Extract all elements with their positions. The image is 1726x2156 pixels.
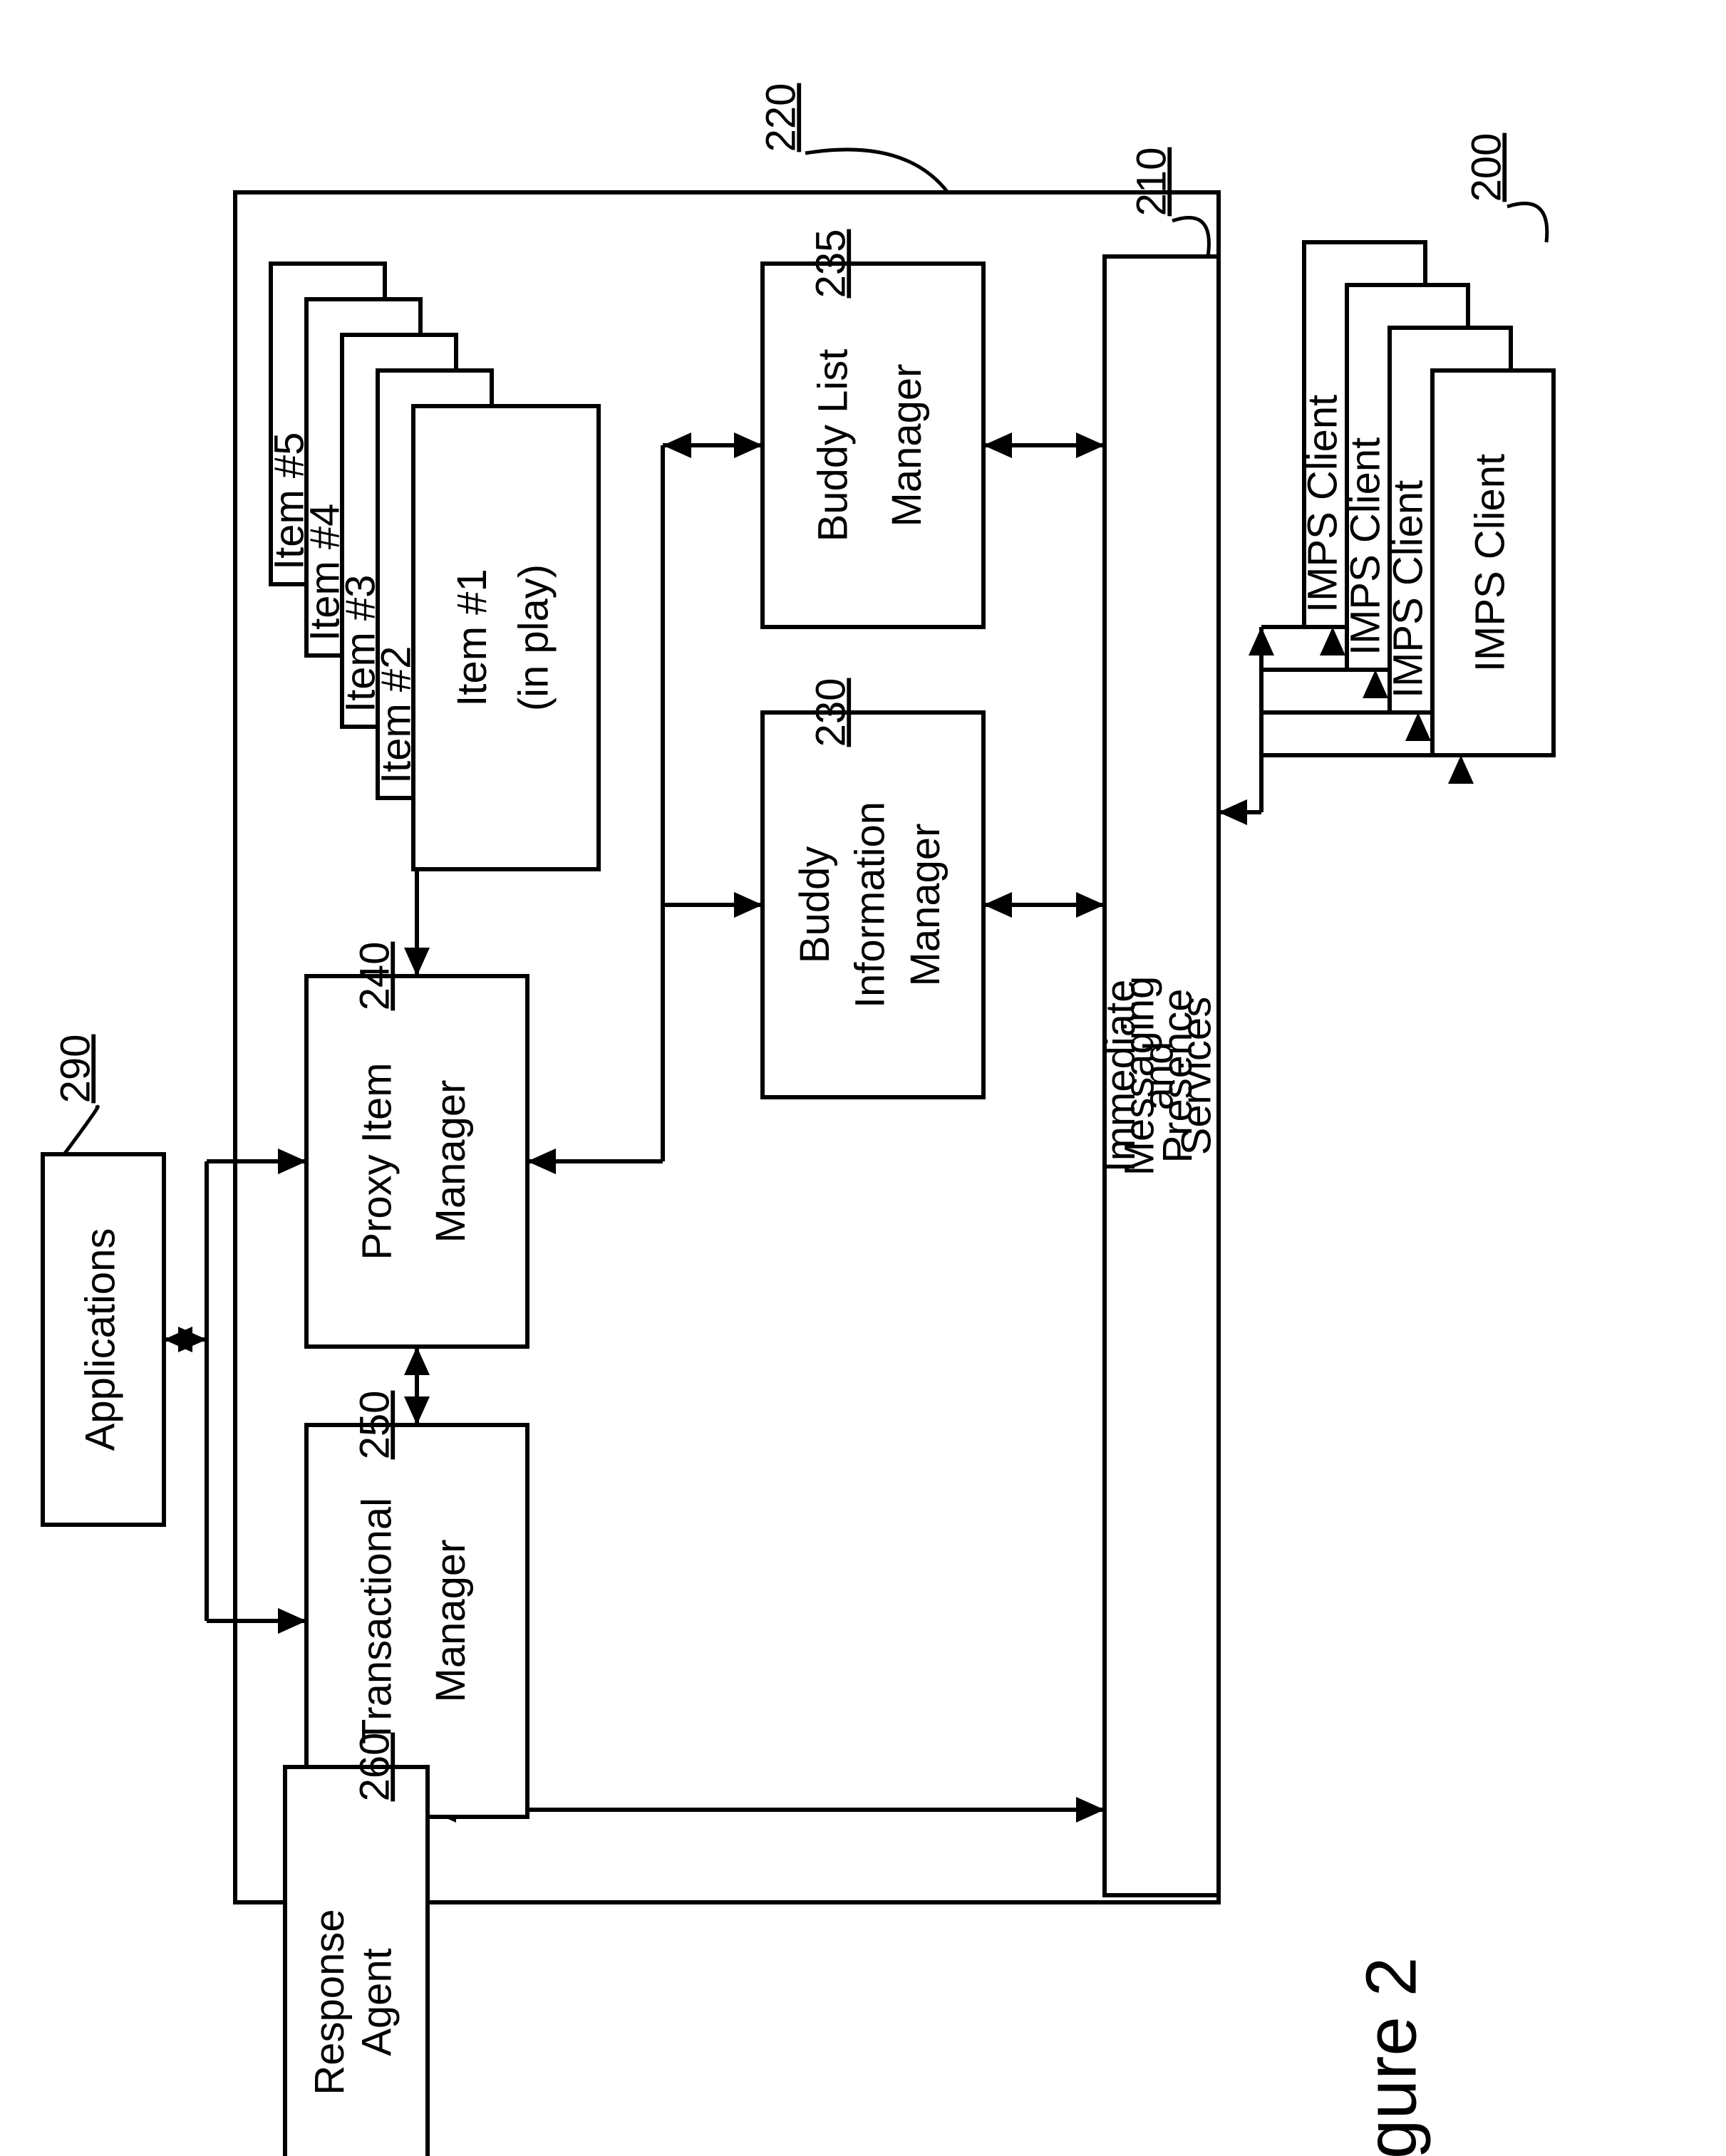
client3-label: IMPS Client: [1385, 480, 1431, 698]
buddyinfo-label: Manager: [902, 824, 949, 987]
trans-label: Transactional: [354, 1498, 401, 1744]
figure-label: Figure 2: [1351, 1957, 1431, 2156]
client1-label: IMPS Client: [1299, 395, 1345, 613]
proxy: Proxy Item Manager: [306, 976, 527, 1347]
applications-ref: 290: [52, 1035, 98, 1104]
buddylist-label: Manager: [884, 364, 930, 527]
resp: ResponseAgent: [285, 1767, 428, 2156]
buddyinfo-ref: 230: [807, 678, 854, 747]
imps_server-label: Services: [1174, 997, 1220, 1155]
buddylist-label: Buddy List: [810, 349, 857, 542]
resp-ref: 260: [351, 1733, 398, 1802]
buddylist: Buddy List Manager: [763, 264, 983, 627]
item1: Item #1 (in play): [413, 406, 599, 869]
proxy-label: Proxy Item: [354, 1062, 401, 1260]
applications: Applications: [43, 1154, 164, 1525]
trans-label: Manager: [428, 1540, 474, 1703]
resp-label: Agent: [354, 1948, 401, 2056]
client2-label: IMPS Client: [1342, 437, 1388, 655]
proxy-label: Manager: [428, 1080, 474, 1243]
client4-label: IMPS Client: [1467, 454, 1513, 672]
buddyinfo: BuddyInformationManager: [763, 712, 983, 1097]
applications-label: Applications: [77, 1228, 123, 1451]
client4: IMPS Client: [1432, 370, 1554, 755]
item1-label: Item #1: [449, 569, 495, 706]
imps_server: ImmediateMessagingandPresenceServices: [1097, 256, 1220, 1895]
proxy-ref: 240: [351, 942, 398, 1011]
resp-label: Response: [306, 1909, 353, 2095]
buddyinfo-label: Buddy: [792, 846, 838, 963]
buddylist-ref: 235: [807, 229, 854, 299]
item1-label: (in play): [511, 564, 557, 711]
client4-ref: 200: [1463, 133, 1509, 202]
trans-ref: 250: [351, 1391, 398, 1460]
buddyinfo-label: Information: [847, 802, 893, 1008]
container-ref: 220: [758, 83, 804, 152]
trans: Transactional Manager: [306, 1425, 527, 1817]
imps_server-ref: 210: [1128, 147, 1174, 217]
